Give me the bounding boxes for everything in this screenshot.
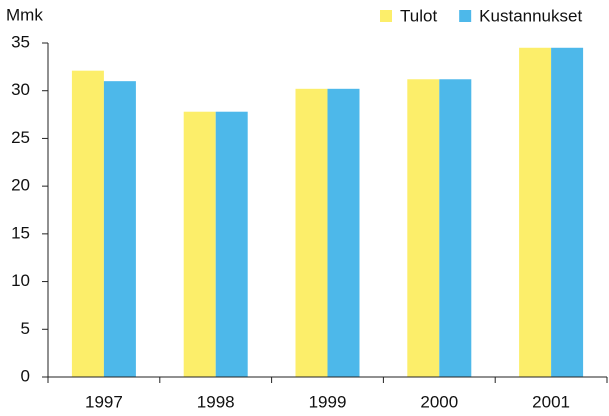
legend-swatch xyxy=(459,10,472,22)
y-tick-label: 5 xyxy=(21,319,30,338)
bar xyxy=(327,88,360,377)
bar xyxy=(183,111,216,378)
bar xyxy=(295,88,328,377)
x-tick-label: 1997 xyxy=(85,392,123,411)
y-tick-label: 25 xyxy=(11,128,30,147)
y-tick-label: 35 xyxy=(11,32,30,51)
y-tick-label: 20 xyxy=(11,176,30,195)
bar xyxy=(215,111,248,378)
legend-swatch xyxy=(380,10,392,22)
y-tick-label: 0 xyxy=(21,366,30,385)
y-axis-label: Mmk xyxy=(6,5,43,24)
bar xyxy=(439,79,472,378)
legend-label: Tulot xyxy=(400,6,437,25)
bar xyxy=(551,47,584,378)
x-tick-label: 2001 xyxy=(532,392,570,411)
legend-label: Kustannukset xyxy=(479,6,582,25)
x-tick-label: 2000 xyxy=(420,392,458,411)
x-tick-label: 1999 xyxy=(309,392,347,411)
bar xyxy=(103,81,136,378)
y-tick-label: 10 xyxy=(11,271,30,290)
y-tick-label: 30 xyxy=(11,80,30,99)
bar xyxy=(519,47,552,378)
y-tick-label: 15 xyxy=(11,223,30,242)
bar xyxy=(71,70,104,377)
bar xyxy=(407,79,440,378)
x-tick-label: 1998 xyxy=(197,392,235,411)
